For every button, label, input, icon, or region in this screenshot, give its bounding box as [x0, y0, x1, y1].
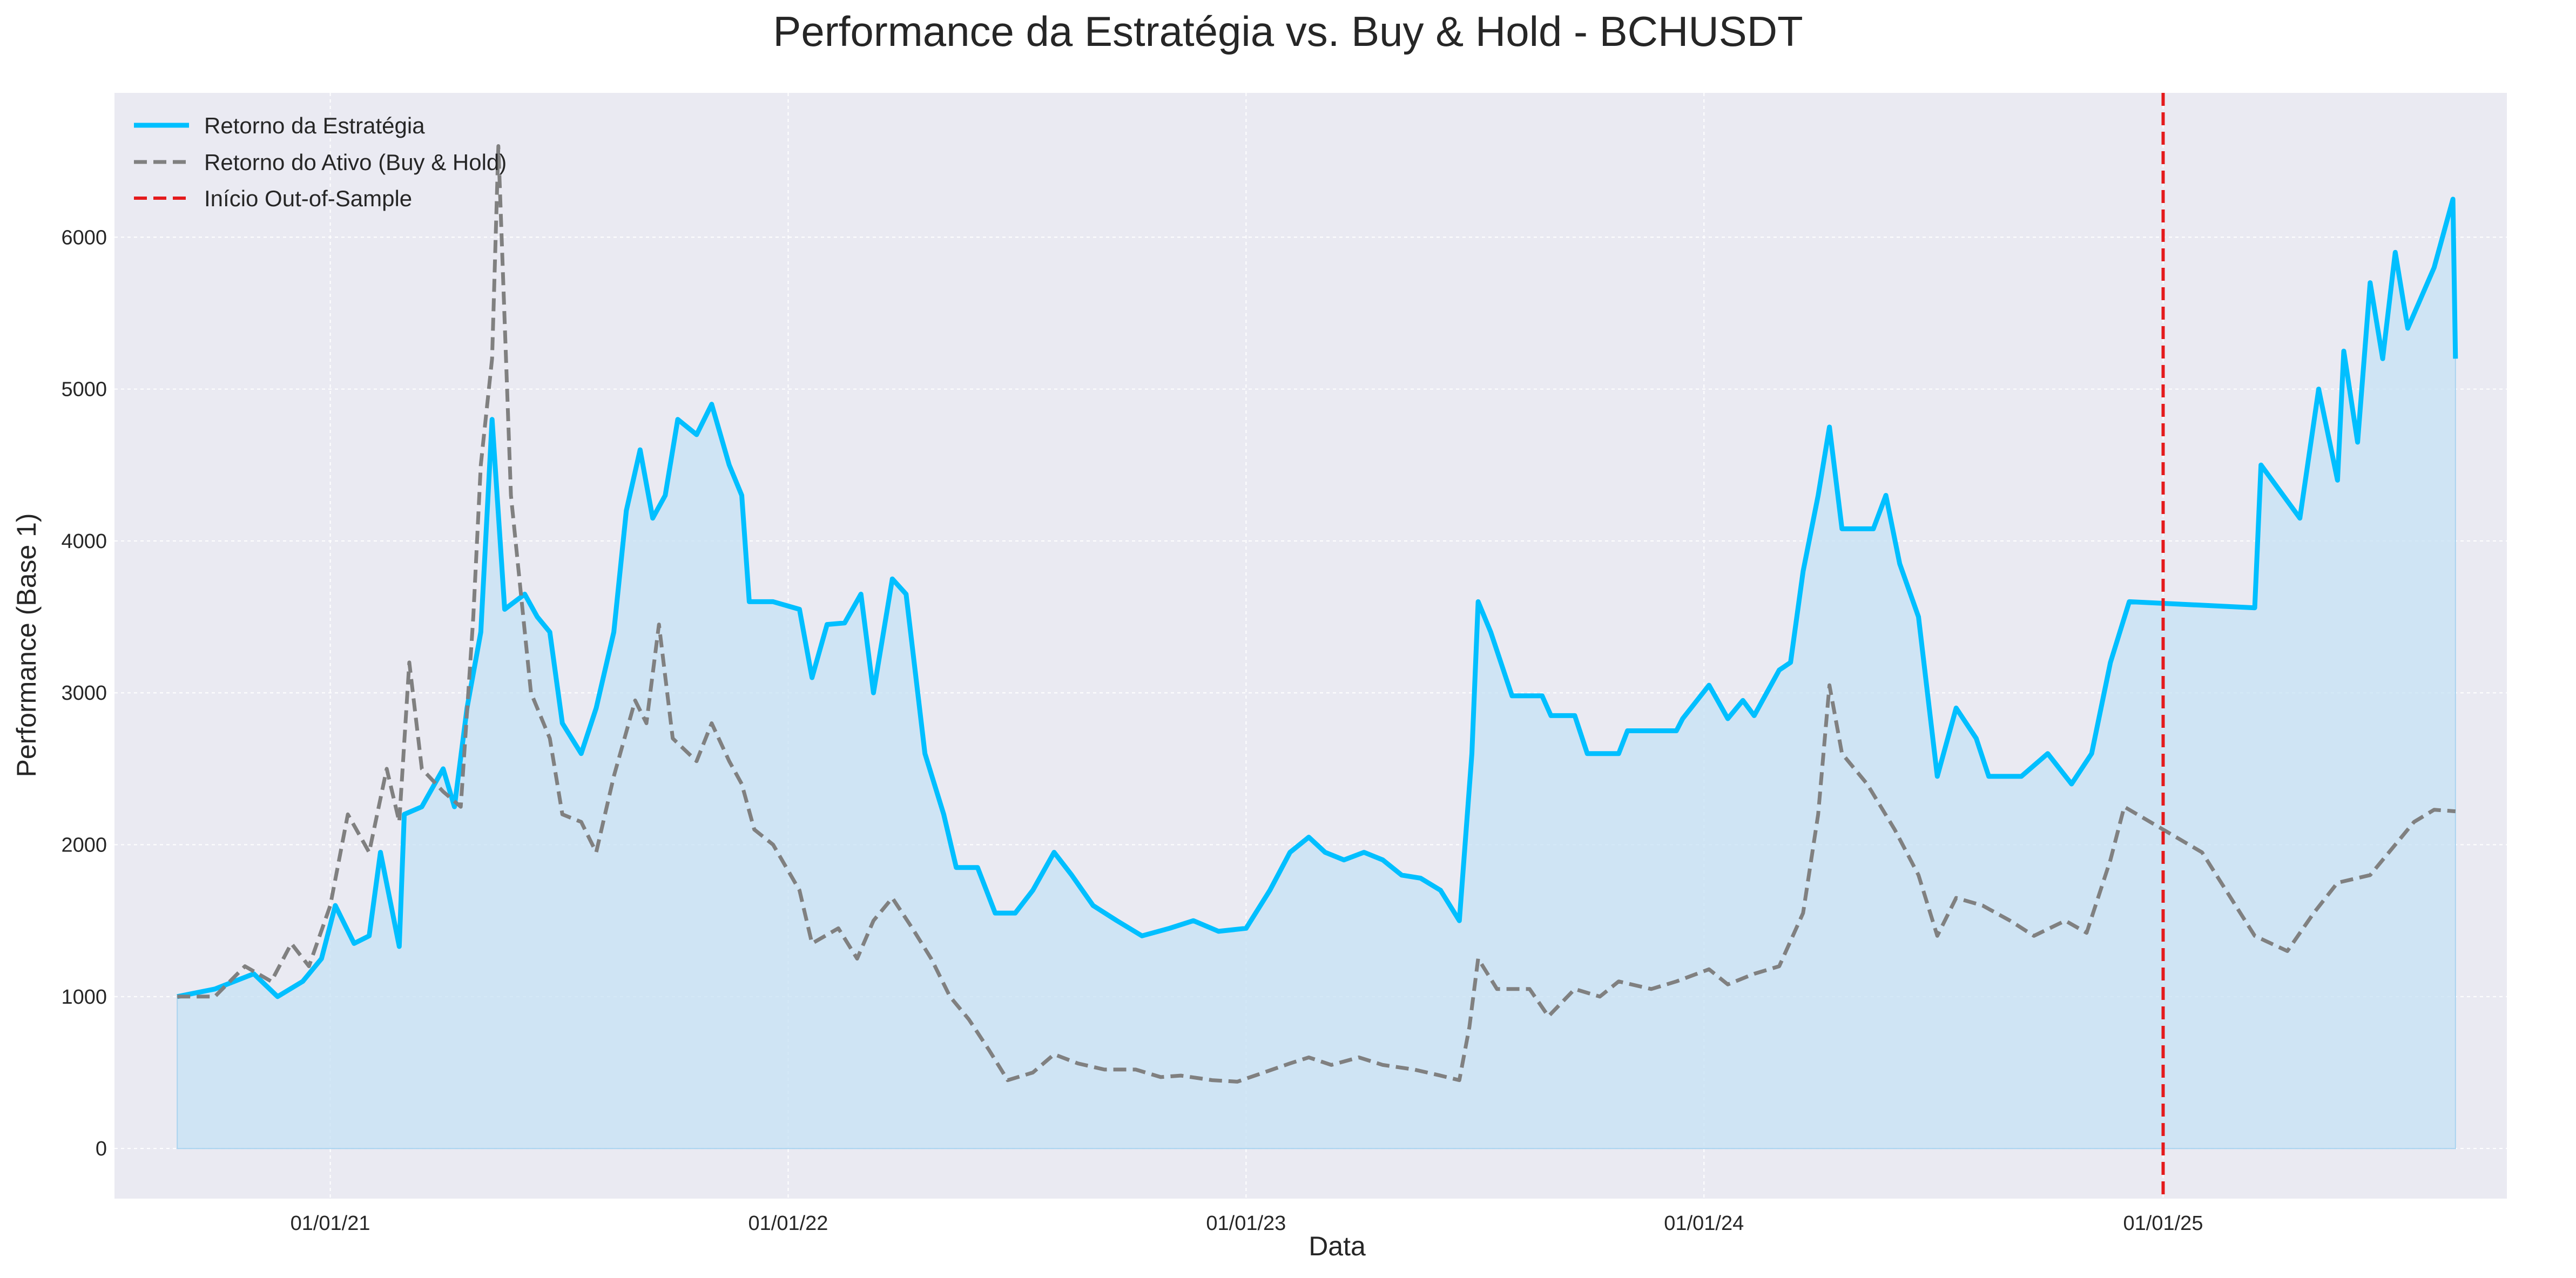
y-axis-ticks: 0 1000 2000 3000 4000 5000 6000	[61, 226, 107, 1160]
x-tick-label: 01/01/24	[1664, 1212, 1744, 1235]
x-axis-ticks: 01/01/21 01/01/22 01/01/23 01/01/24 01/01/25	[291, 1212, 2203, 1235]
series-line-strategy	[177, 197, 2458, 999]
x-tick-label: 01/01/21	[291, 1212, 370, 1235]
x-tick-label: 01/01/23	[1206, 1212, 1286, 1235]
y-tick-label: 4000	[61, 530, 107, 553]
legend-label-strategy: Retorno da Estratégia	[204, 113, 425, 138]
x-tick-label: 01/01/25	[2123, 1212, 2203, 1235]
y-axis-label: Performance (Base 1)	[11, 513, 42, 777]
y-tick-label: 2000	[61, 834, 107, 857]
y-tick-label: 1000	[61, 986, 107, 1009]
chart-title: Performance da Estratégia vs. Buy & Hold…	[773, 8, 1803, 55]
series-line-asset	[177, 144, 2456, 1084]
series-layer	[177, 144, 2458, 1084]
y-tick-label: 0	[96, 1138, 107, 1160]
x-tick-label: 01/01/22	[748, 1212, 828, 1235]
legend-label-out-of-sample: Início Out-of-Sample	[204, 186, 412, 211]
x-axis-label: Data	[1309, 1231, 1366, 1261]
y-tick-label: 5000	[61, 378, 107, 401]
legend: Retorno da Estratégia Retorno do Ativo (…	[134, 113, 507, 211]
y-tick-label: 3000	[61, 682, 107, 705]
y-tick-label: 6000	[61, 226, 107, 249]
legend-label-asset: Retorno do Ativo (Buy & Hold)	[204, 150, 507, 175]
